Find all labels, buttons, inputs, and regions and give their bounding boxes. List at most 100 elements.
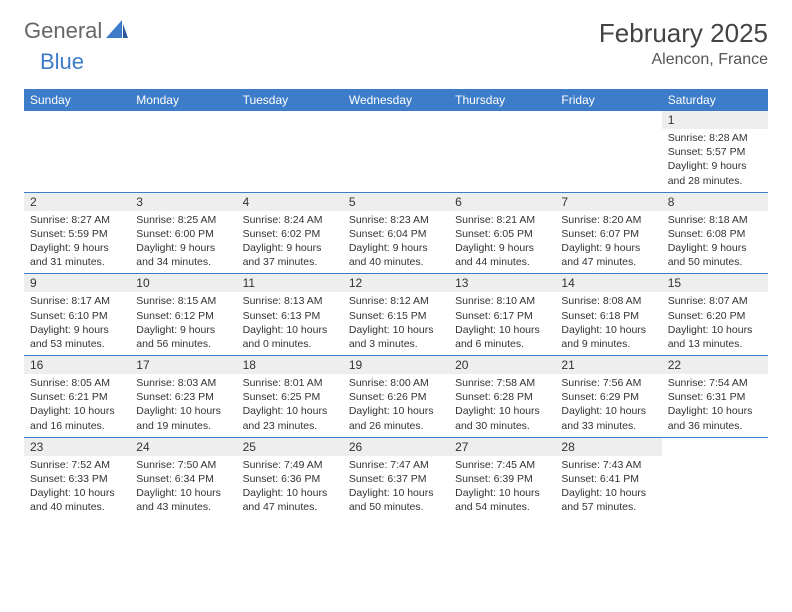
- calendar-cell: 7Sunrise: 8:20 AMSunset: 6:07 PMDaylight…: [555, 193, 661, 274]
- cell-body: Sunrise: 8:24 AMSunset: 6:02 PMDaylight:…: [237, 211, 343, 274]
- day-number: 8: [662, 193, 768, 211]
- daylight-line: Daylight: 10 hours and 19 minutes.: [136, 404, 230, 432]
- calendar-cell: 5Sunrise: 8:23 AMSunset: 6:04 PMDaylight…: [343, 193, 449, 274]
- daylight-line: Daylight: 10 hours and 36 minutes.: [668, 404, 762, 432]
- day-number: 28: [555, 438, 661, 456]
- cell-body: Sunrise: 8:18 AMSunset: 6:08 PMDaylight:…: [662, 211, 768, 274]
- sunset-line: Sunset: 6:21 PM: [30, 390, 124, 404]
- calendar-cell: 4Sunrise: 8:24 AMSunset: 6:02 PMDaylight…: [237, 193, 343, 274]
- cell-body: Sunrise: 8:01 AMSunset: 6:25 PMDaylight:…: [237, 374, 343, 437]
- sunset-line: Sunset: 6:13 PM: [243, 309, 337, 323]
- daylight-line: Daylight: 9 hours and 44 minutes.: [455, 241, 549, 269]
- day-header-friday: Friday: [555, 89, 661, 111]
- daylight-line: Daylight: 9 hours and 28 minutes.: [668, 159, 762, 187]
- cell-body: [24, 129, 130, 135]
- calendar-cell: 10Sunrise: 8:15 AMSunset: 6:12 PMDayligh…: [130, 274, 236, 355]
- sunrise-line: Sunrise: 7:58 AM: [455, 376, 549, 390]
- day-number: 11: [237, 274, 343, 292]
- sunset-line: Sunset: 6:15 PM: [349, 309, 443, 323]
- calendar-cell: 16Sunrise: 8:05 AMSunset: 6:21 PMDayligh…: [24, 356, 130, 437]
- sunrise-line: Sunrise: 8:27 AM: [30, 213, 124, 227]
- day-header-monday: Monday: [130, 89, 236, 111]
- sunset-line: Sunset: 6:31 PM: [668, 390, 762, 404]
- calendar-cell: 18Sunrise: 8:01 AMSunset: 6:25 PMDayligh…: [237, 356, 343, 437]
- day-number: 25: [237, 438, 343, 456]
- day-number: 10: [130, 274, 236, 292]
- day-number: 26: [343, 438, 449, 456]
- calendar-cell: 23Sunrise: 7:52 AMSunset: 6:33 PMDayligh…: [24, 438, 130, 519]
- cell-body: [662, 456, 768, 462]
- cell-body: Sunrise: 8:08 AMSunset: 6:18 PMDaylight:…: [555, 292, 661, 355]
- day-number: 3: [130, 193, 236, 211]
- calendar-cell: 14Sunrise: 8:08 AMSunset: 6:18 PMDayligh…: [555, 274, 661, 355]
- sunrise-line: Sunrise: 7:54 AM: [668, 376, 762, 390]
- daylight-line: Daylight: 10 hours and 13 minutes.: [668, 323, 762, 351]
- cell-body: Sunrise: 8:15 AMSunset: 6:12 PMDaylight:…: [130, 292, 236, 355]
- cell-body: Sunrise: 8:10 AMSunset: 6:17 PMDaylight:…: [449, 292, 555, 355]
- day-number: 4: [237, 193, 343, 211]
- cell-body: Sunrise: 8:05 AMSunset: 6:21 PMDaylight:…: [24, 374, 130, 437]
- calendar-cell: [24, 111, 130, 192]
- daylight-line: Daylight: 9 hours and 40 minutes.: [349, 241, 443, 269]
- day-header-tuesday: Tuesday: [237, 89, 343, 111]
- sunset-line: Sunset: 6:36 PM: [243, 472, 337, 486]
- day-number: 18: [237, 356, 343, 374]
- cell-body: Sunrise: 7:47 AMSunset: 6:37 PMDaylight:…: [343, 456, 449, 519]
- cell-body: Sunrise: 8:07 AMSunset: 6:20 PMDaylight:…: [662, 292, 768, 355]
- sunrise-line: Sunrise: 8:17 AM: [30, 294, 124, 308]
- day-number: 22: [662, 356, 768, 374]
- calendar-cell: 28Sunrise: 7:43 AMSunset: 6:41 PMDayligh…: [555, 438, 661, 519]
- sunrise-line: Sunrise: 8:10 AM: [455, 294, 549, 308]
- daylight-line: Daylight: 10 hours and 26 minutes.: [349, 404, 443, 432]
- sunset-line: Sunset: 5:57 PM: [668, 145, 762, 159]
- calendar-cell: [343, 111, 449, 192]
- day-number: 5: [343, 193, 449, 211]
- sunset-line: Sunset: 6:23 PM: [136, 390, 230, 404]
- day-number: 7: [555, 193, 661, 211]
- sunrise-line: Sunrise: 8:25 AM: [136, 213, 230, 227]
- sunrise-line: Sunrise: 7:45 AM: [455, 458, 549, 472]
- cell-body: Sunrise: 8:03 AMSunset: 6:23 PMDaylight:…: [130, 374, 236, 437]
- sunrise-line: Sunrise: 8:23 AM: [349, 213, 443, 227]
- day-number: 17: [130, 356, 236, 374]
- week-row: 16Sunrise: 8:05 AMSunset: 6:21 PMDayligh…: [24, 355, 768, 437]
- week-row: 2Sunrise: 8:27 AMSunset: 5:59 PMDaylight…: [24, 192, 768, 274]
- sunrise-line: Sunrise: 8:21 AM: [455, 213, 549, 227]
- month-year: February 2025: [599, 18, 768, 49]
- day-number: 14: [555, 274, 661, 292]
- daylight-line: Daylight: 10 hours and 16 minutes.: [30, 404, 124, 432]
- cell-body: [130, 129, 236, 135]
- sunset-line: Sunset: 6:41 PM: [561, 472, 655, 486]
- sunrise-line: Sunrise: 8:20 AM: [561, 213, 655, 227]
- cell-body: Sunrise: 7:50 AMSunset: 6:34 PMDaylight:…: [130, 456, 236, 519]
- cell-body: Sunrise: 8:28 AMSunset: 5:57 PMDaylight:…: [662, 129, 768, 192]
- sunrise-line: Sunrise: 8:24 AM: [243, 213, 337, 227]
- calendar-cell: 8Sunrise: 8:18 AMSunset: 6:08 PMDaylight…: [662, 193, 768, 274]
- calendar-cell: 9Sunrise: 8:17 AMSunset: 6:10 PMDaylight…: [24, 274, 130, 355]
- day-header-saturday: Saturday: [662, 89, 768, 111]
- day-number: 9: [24, 274, 130, 292]
- sunrise-line: Sunrise: 8:00 AM: [349, 376, 443, 390]
- daylight-line: Daylight: 10 hours and 40 minutes.: [30, 486, 124, 514]
- calendar-cell: 19Sunrise: 8:00 AMSunset: 6:26 PMDayligh…: [343, 356, 449, 437]
- day-number: 27: [449, 438, 555, 456]
- sunrise-line: Sunrise: 7:50 AM: [136, 458, 230, 472]
- calendar-cell: [130, 111, 236, 192]
- daylight-line: Daylight: 9 hours and 47 minutes.: [561, 241, 655, 269]
- sunset-line: Sunset: 6:20 PM: [668, 309, 762, 323]
- cell-body: [237, 129, 343, 135]
- cell-body: [555, 129, 661, 135]
- cell-body: Sunrise: 7:43 AMSunset: 6:41 PMDaylight:…: [555, 456, 661, 519]
- calendar: Sunday Monday Tuesday Wednesday Thursday…: [24, 89, 768, 518]
- day-number: 12: [343, 274, 449, 292]
- calendar-cell: [449, 111, 555, 192]
- sunset-line: Sunset: 6:28 PM: [455, 390, 549, 404]
- daylight-line: Daylight: 10 hours and 30 minutes.: [455, 404, 549, 432]
- day-number: 15: [662, 274, 768, 292]
- daylight-line: Daylight: 10 hours and 3 minutes.: [349, 323, 443, 351]
- daylight-line: Daylight: 9 hours and 31 minutes.: [30, 241, 124, 269]
- calendar-cell: 27Sunrise: 7:45 AMSunset: 6:39 PMDayligh…: [449, 438, 555, 519]
- day-number: 21: [555, 356, 661, 374]
- cell-body: Sunrise: 8:27 AMSunset: 5:59 PMDaylight:…: [24, 211, 130, 274]
- calendar-cell: [237, 111, 343, 192]
